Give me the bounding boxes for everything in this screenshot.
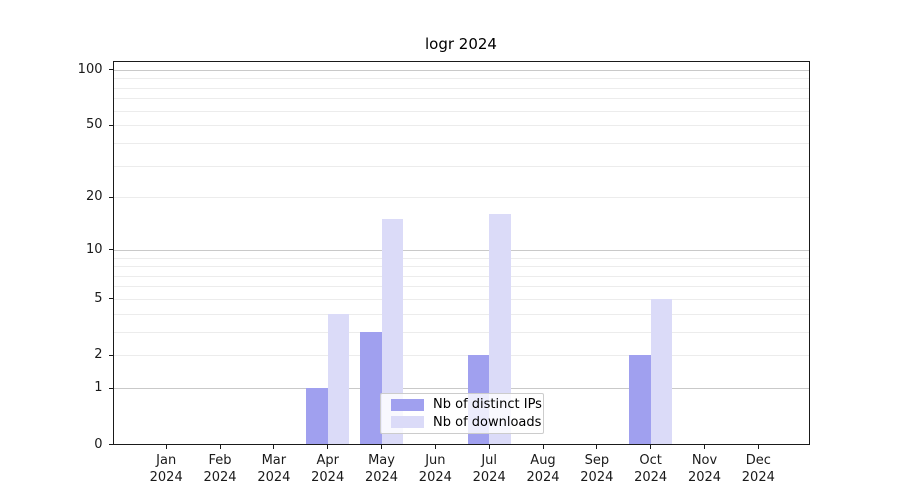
x-tick-year: 2024 — [418, 469, 452, 485]
x-tick-year: 2024 — [257, 469, 291, 485]
y-tick-label: 5 — [94, 290, 103, 306]
gridline-minor — [112, 110, 810, 112]
y-tick — [108, 298, 113, 300]
y-tick-label: 0 — [94, 436, 103, 452]
gridline-minor — [112, 197, 810, 199]
gridline-minor — [112, 125, 810, 127]
x-tick — [596, 444, 598, 449]
bar-downloads — [489, 214, 511, 445]
gridline-minor — [112, 257, 810, 259]
x-tick — [273, 444, 275, 449]
gridline-minor — [112, 87, 810, 89]
x-tick-label: Aug 2024 — [513, 452, 573, 486]
gridline-minor — [112, 298, 810, 300]
x-tick — [381, 444, 383, 449]
gridline-minor — [112, 275, 810, 277]
x-tick-year: 2024 — [149, 469, 183, 485]
gridline-minor — [112, 286, 810, 288]
x-tick-year: 2024 — [526, 469, 560, 485]
x-tick-year: 2024 — [580, 469, 614, 485]
y-tick-label: 10 — [85, 241, 103, 257]
bar-distinct-ips — [629, 355, 651, 445]
y-tick — [108, 249, 113, 251]
y-tick-label: 20 — [85, 189, 103, 205]
x-tick-label: Feb 2024 — [190, 452, 250, 486]
y-tick — [108, 196, 113, 198]
bar-downloads — [327, 313, 350, 445]
y-tick-label: 2 — [94, 347, 103, 363]
x-tick-label: Apr 2024 — [298, 452, 358, 486]
gridline-minor — [112, 266, 810, 268]
gridline-minor — [112, 165, 810, 167]
gridline-minor — [112, 142, 810, 144]
gridline-major — [112, 388, 810, 390]
y-tick — [108, 387, 113, 389]
bar-distinct-ips — [360, 331, 382, 445]
gridline-minor — [112, 355, 810, 357]
legend-swatch-distinct-ips — [391, 398, 424, 411]
gridline-minor — [112, 313, 810, 315]
x-tick-label: Sep 2024 — [567, 452, 627, 486]
x-tick — [434, 444, 436, 449]
legend: Nb of distinct IPs Nb of downloads — [380, 393, 544, 434]
x-tick — [165, 444, 167, 449]
x-tick — [327, 444, 329, 449]
x-tick — [219, 444, 221, 449]
x-tick-year: 2024 — [687, 469, 722, 485]
x-tick-label: May 2024 — [352, 452, 412, 486]
x-tick — [650, 444, 652, 449]
y-tick — [108, 69, 113, 71]
plot-frame — [112, 60, 810, 445]
gridline-minor — [112, 98, 810, 100]
x-tick-year: 2024 — [311, 469, 345, 485]
gridline-major — [112, 69, 810, 71]
y-tick — [108, 444, 113, 445]
chart-title: logr 2024 — [425, 35, 497, 53]
x-tick-label: Mar 2024 — [244, 452, 304, 486]
x-tick — [542, 444, 544, 449]
x-tick-label: Jan 2024 — [136, 452, 196, 486]
y-tick-label: 50 — [85, 117, 103, 133]
bar-distinct-ips — [306, 388, 328, 445]
bar-downloads — [381, 219, 404, 445]
y-tick — [108, 124, 113, 126]
gridline-minor — [112, 331, 810, 333]
y-tick-label: 1 — [94, 380, 103, 396]
x-tick — [704, 444, 705, 449]
x-tick — [488, 444, 490, 449]
x-tick-label: Oct 2024 — [621, 452, 681, 486]
bar-downloads — [650, 298, 673, 445]
gridline-major — [112, 249, 810, 251]
legend-swatch-downloads — [391, 416, 424, 429]
x-tick-year: 2024 — [634, 469, 668, 485]
legend-item-downloads: Nb of downloads — [391, 414, 543, 431]
legend-label-downloads: Nb of downloads — [433, 414, 542, 430]
y-tick-label: 100 — [77, 61, 103, 77]
x-tick-label: Jun 2024 — [405, 452, 465, 486]
y-tick — [108, 354, 113, 356]
x-tick-year: 2024 — [472, 469, 506, 485]
x-tick-label: Jul 2024 — [459, 452, 519, 486]
x-tick — [757, 444, 759, 449]
gridline-minor — [112, 78, 810, 80]
legend-label-distinct-ips: Nb of distinct IPs — [433, 397, 542, 413]
x-tick-year: 2024 — [741, 469, 775, 485]
x-tick-label: Dec 2024 — [728, 452, 788, 486]
x-tick-year: 2024 — [203, 469, 237, 485]
x-tick-label: Nov 2024 — [675, 452, 735, 486]
legend-item-distinct-ips: Nb of distinct IPs — [391, 396, 543, 413]
x-tick-year: 2024 — [364, 469, 399, 485]
